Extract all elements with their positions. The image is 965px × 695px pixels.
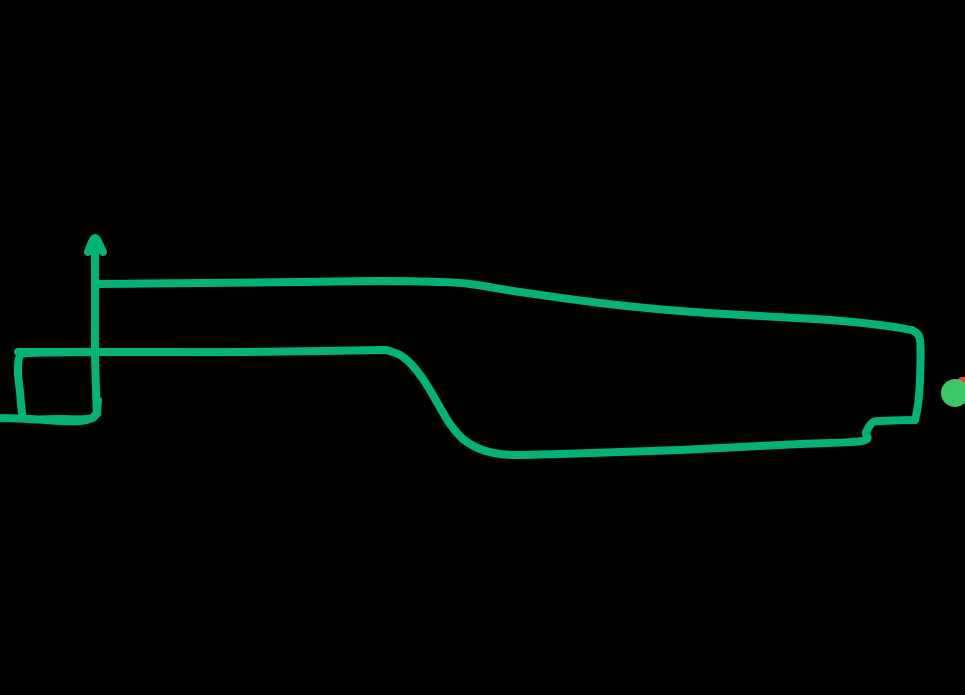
marker-group [941, 377, 965, 407]
right-edge-stroke[interactable] [908, 326, 925, 424]
green-outline-group [0, 234, 925, 459]
arrow-shaft-stroke[interactable] [90, 236, 101, 418]
green-marker-dot[interactable] [941, 379, 965, 407]
lower-outline-stroke[interactable] [382, 346, 919, 459]
bottom-tail-stroke[interactable] [0, 408, 101, 426]
arrow-head-stroke[interactable] [84, 234, 107, 256]
upper-outline-stroke[interactable] [93, 277, 916, 334]
